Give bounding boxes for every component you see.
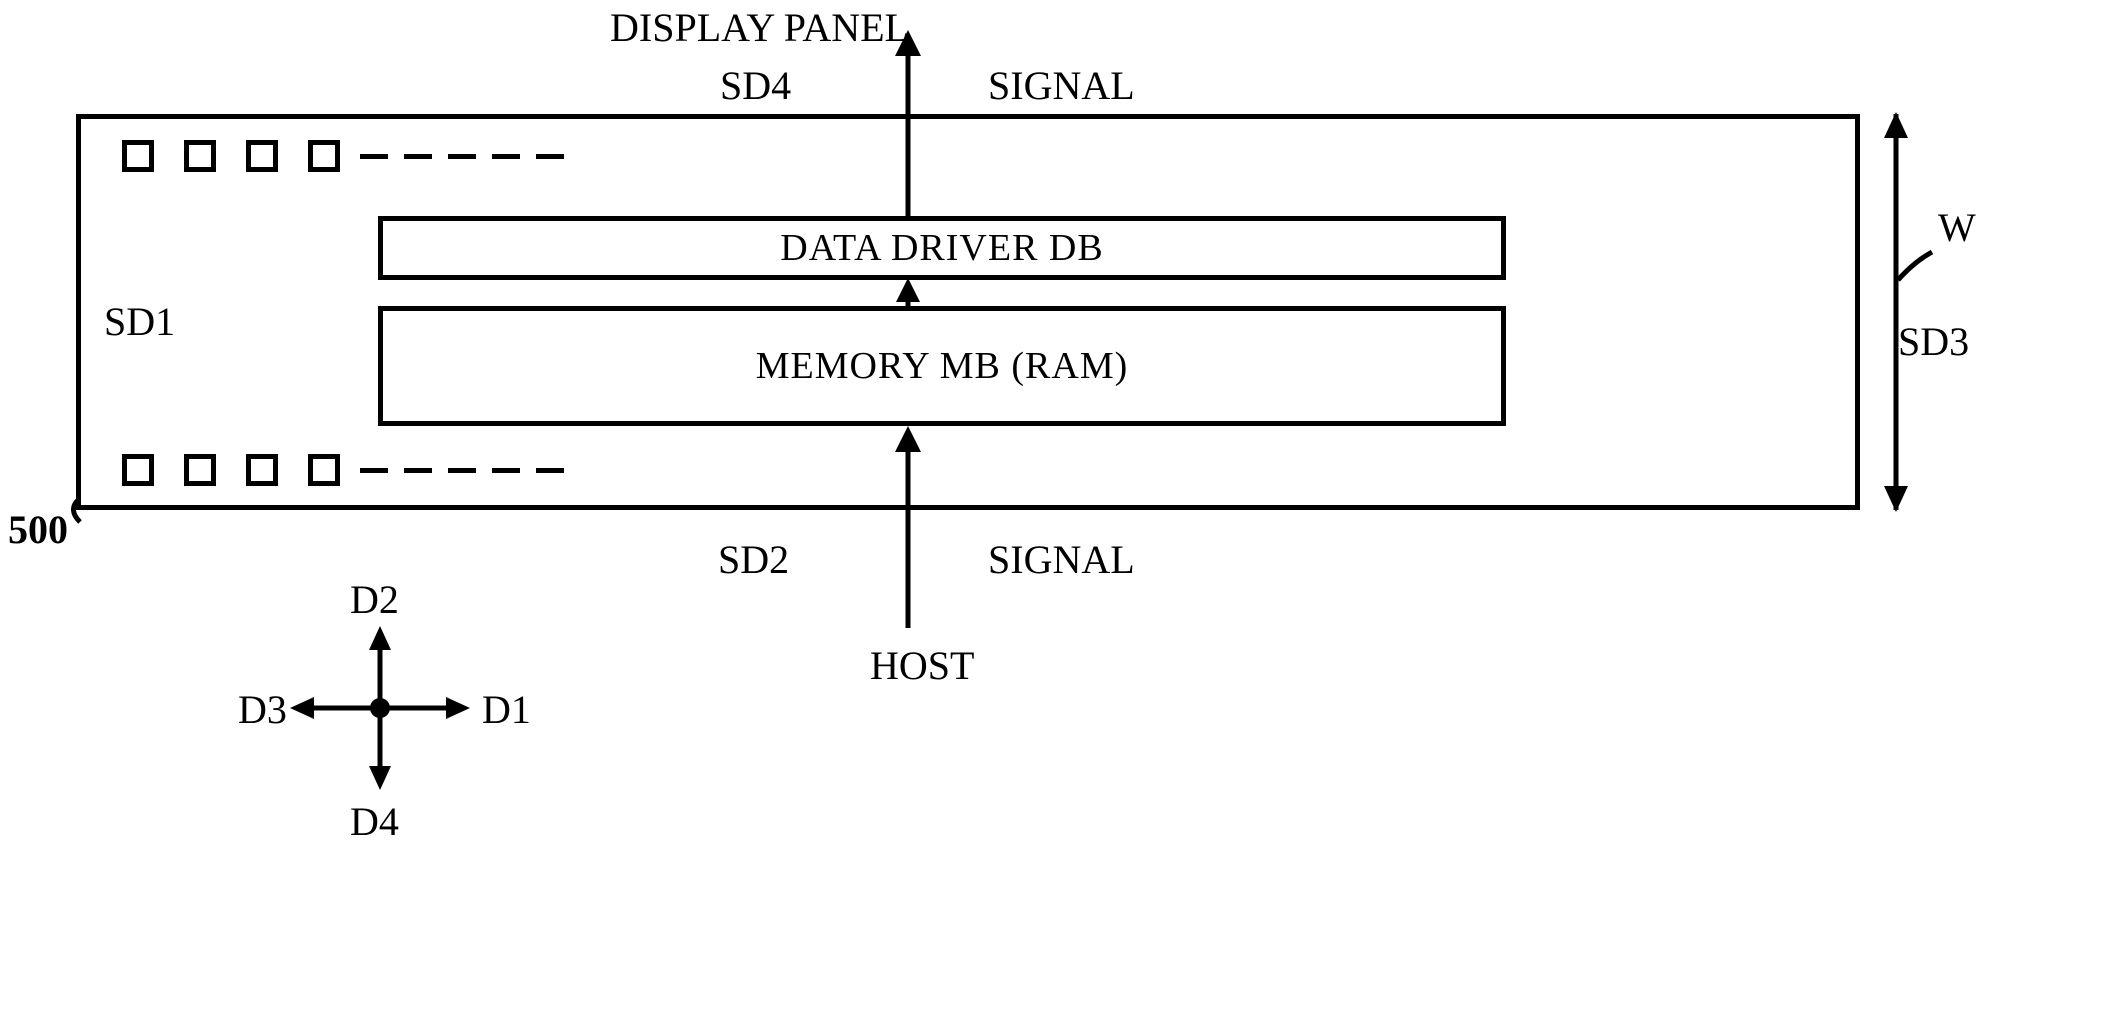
pad-row-bottom — [122, 454, 564, 486]
label-d3: D3 — [238, 686, 287, 733]
label-d1: D1 — [482, 686, 531, 733]
dash — [448, 468, 476, 473]
pad — [122, 140, 154, 172]
label-display-panel: DISPLAY PANEL — [610, 4, 909, 51]
data-driver-block: DATA DRIVER DB — [378, 216, 1506, 280]
diagram-canvas: DATA DRIVER DB MEMORY MB (RAM) DISPLAY P… — [0, 0, 2110, 1012]
dash — [536, 468, 564, 473]
dash — [492, 154, 520, 159]
label-signal-bot: SIGNAL — [988, 536, 1135, 583]
pad — [246, 454, 278, 486]
label-sd4: SD4 — [720, 62, 791, 109]
pad-row-top — [122, 140, 564, 172]
dash — [404, 468, 432, 473]
label-w: W — [1938, 204, 1976, 251]
label-sd1: SD1 — [104, 298, 175, 345]
label-sd3: SD3 — [1898, 318, 1969, 365]
pad — [246, 140, 278, 172]
memory-block: MEMORY MB (RAM) — [378, 306, 1506, 426]
label-d2: D2 — [350, 576, 399, 623]
pad — [308, 140, 340, 172]
dash — [360, 154, 388, 159]
dash — [448, 154, 476, 159]
label-ref-500: 500 — [8, 506, 68, 553]
pad — [122, 454, 154, 486]
pad — [184, 140, 216, 172]
dash — [404, 154, 432, 159]
dash — [492, 468, 520, 473]
label-host: HOST — [870, 642, 974, 689]
label-signal-top: SIGNAL — [988, 62, 1135, 109]
label-d4: D4 — [350, 798, 399, 845]
pad — [184, 454, 216, 486]
memory-label: MEMORY MB (RAM) — [756, 344, 1129, 388]
dash — [360, 468, 388, 473]
dash — [536, 154, 564, 159]
label-sd2: SD2 — [718, 536, 789, 583]
pad — [308, 454, 340, 486]
data-driver-label: DATA DRIVER DB — [780, 226, 1103, 270]
